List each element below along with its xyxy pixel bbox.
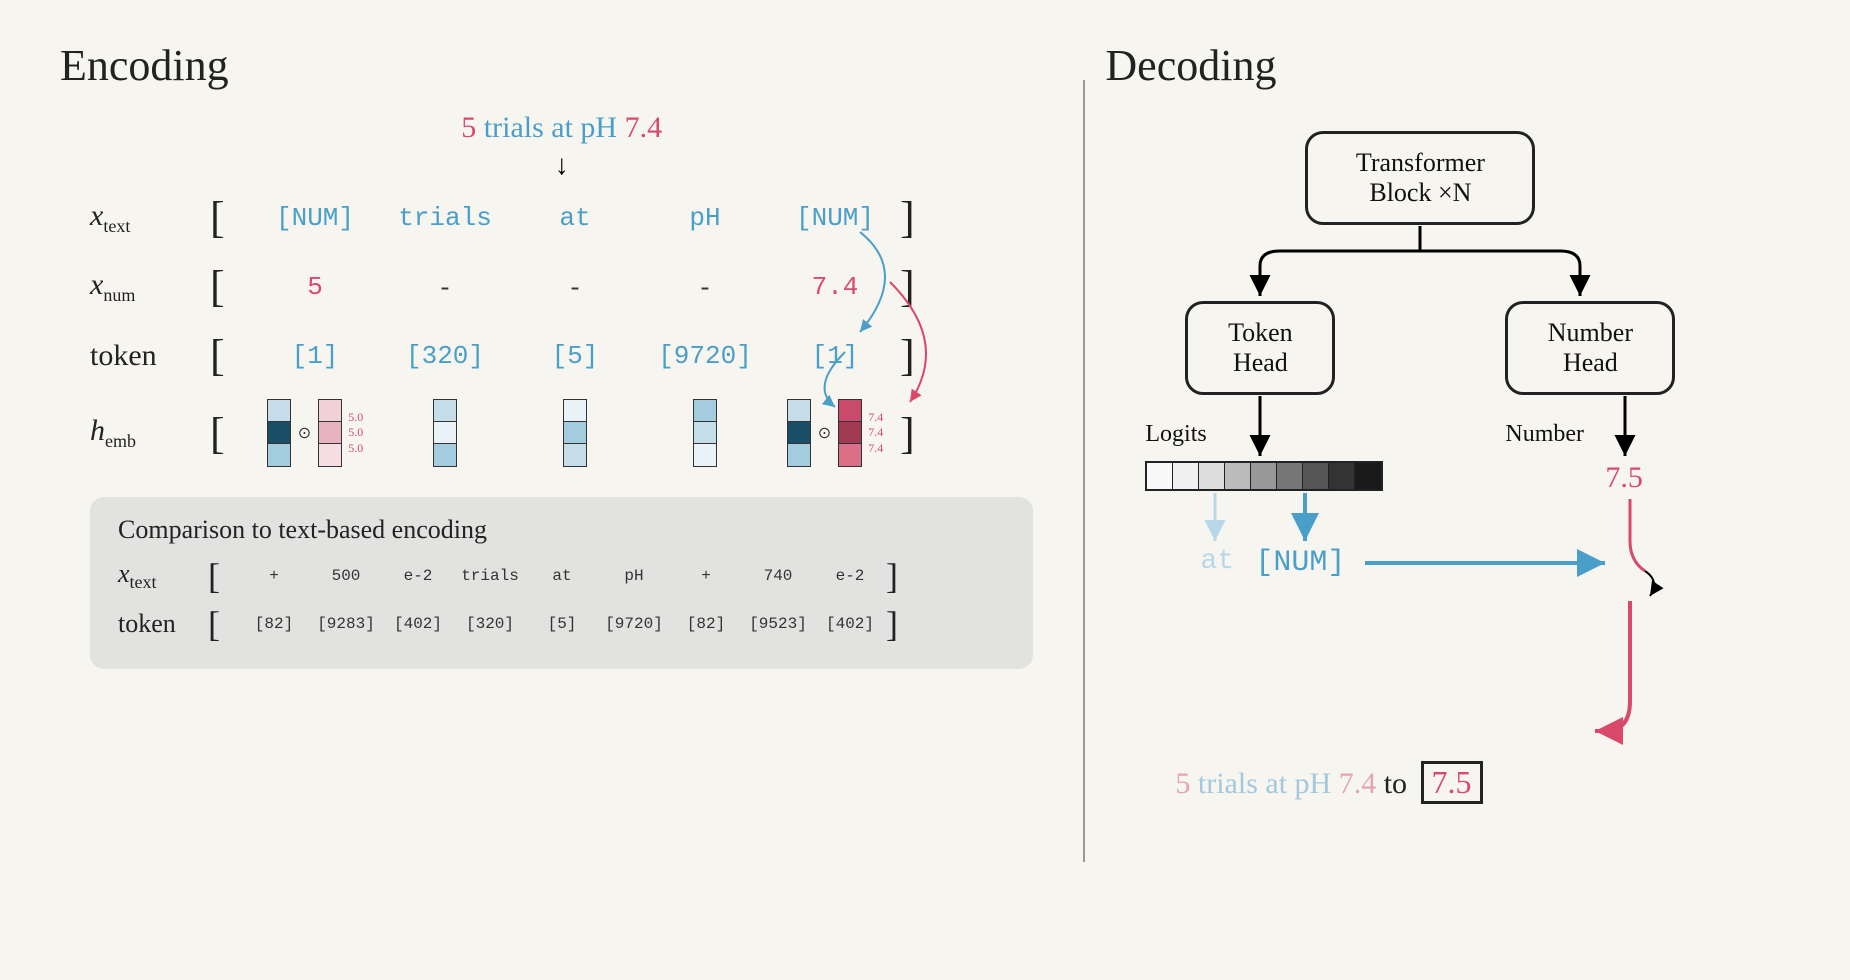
encoding-panel: Encoding 5 trials at pH 7.4 ↓ xtext [ [N… (60, 30, 1063, 950)
vec-values: 7.47.47.4 (868, 410, 883, 457)
embedding-vector-icon (838, 399, 862, 467)
sentence-text: trials at pH (476, 111, 624, 144)
xnum-cell: - (640, 272, 770, 302)
bracket-open: [ (210, 192, 250, 243)
hemb-cell: ⊙ 5.05.05.0 (250, 399, 380, 467)
bracket-close: ] (900, 192, 940, 243)
sentence-num-1: 5 (461, 111, 476, 144)
number-label: Number (1505, 421, 1584, 448)
xtext-cell: pH (640, 203, 770, 233)
embedding-vector-icon (267, 399, 291, 467)
bracket-open: [ (210, 330, 250, 381)
selected-token: [NUM] (1255, 546, 1345, 580)
hemb-cell: ⊙ 7.47.47.4 (770, 399, 900, 467)
encoding-title: Encoding (60, 40, 1063, 91)
xnum-cell: - (380, 272, 510, 302)
faded-token: at (1200, 546, 1234, 577)
token-head-node: TokenHead (1185, 301, 1335, 395)
embedding-vector-icon (563, 399, 587, 467)
transformer-block-node: TransformerBlock ×N (1305, 131, 1535, 225)
hemb-cell (640, 399, 770, 467)
encoding-sentence: 5 trials at pH 7.4 (60, 111, 1063, 145)
logits-label: Logits (1145, 421, 1206, 448)
comparison-xtext-row: xtext [ + 500 e-2 trials at pH + 740 e-2… (118, 555, 1005, 597)
decoding-title: Decoding (1105, 40, 1790, 91)
final-output-box: 7.5 (1421, 761, 1483, 804)
vertical-divider (1083, 80, 1085, 862)
row-label-token: token (90, 339, 210, 373)
bracket-open: [ (210, 408, 250, 459)
hemb-cell (510, 399, 640, 467)
xtext-cell: [NUM] (770, 203, 900, 233)
final-output-line: 5 trials at pH 7.4 to 7.5 (1175, 761, 1482, 804)
logits-bar (1145, 461, 1383, 491)
bracket-close: ] (900, 330, 940, 381)
token-cell: [1] (250, 341, 380, 371)
embedding-vector-icon (693, 399, 717, 467)
row-label-xnum: xnum (90, 268, 210, 306)
sentence-num-2: 7.4 (625, 111, 663, 144)
number-output: 7.5 (1605, 461, 1643, 495)
token-cell: [1] (770, 341, 900, 371)
embedding-vector-icon (787, 399, 811, 467)
xnum-cell: 7.4 (770, 272, 900, 302)
row-label-hemb: hemb (90, 414, 210, 452)
token-cell: [9720] (640, 341, 770, 371)
token-cell: [5] (510, 341, 640, 371)
decoding-diagram: TransformerBlock ×N TokenHead NumberHead… (1105, 121, 1790, 921)
hadamard-icon: ⊙ (298, 423, 311, 443)
token-cell: [320] (380, 341, 510, 371)
hemb-cell (380, 399, 510, 467)
comparison-title: Comparison to text-based encoding (118, 515, 1005, 545)
decoding-panel: Decoding TransformerBlock ×N TokenHead N… (1105, 30, 1790, 950)
encoding-table: xtext [ [NUM] trials at pH [NUM] ] xnum … (90, 192, 1063, 467)
embedding-vector-icon (433, 399, 457, 467)
comparison-box: Comparison to text-based encoding xtext … (90, 497, 1033, 669)
number-head-node: NumberHead (1505, 301, 1675, 395)
xnum-cell: 5 (250, 272, 380, 302)
bracket-close: ] (900, 408, 940, 459)
xtext-cell: trials (380, 203, 510, 233)
xtext-cell: at (510, 203, 640, 233)
hadamard-icon: ⊙ (818, 423, 831, 443)
bracket-close: ] (900, 261, 940, 312)
row-label-xtext: xtext (90, 199, 210, 237)
embedding-vector-icon (318, 399, 342, 467)
xnum-cell: - (510, 272, 640, 302)
comparison-token-row: token [ [82] [9283] [402] [320] [5] [972… (118, 603, 1005, 645)
down-arrow-icon: ↓ (60, 150, 1063, 182)
xtext-cell: [NUM] (250, 203, 380, 233)
vec-values: 5.05.05.0 (348, 410, 363, 457)
bracket-open: [ (210, 261, 250, 312)
